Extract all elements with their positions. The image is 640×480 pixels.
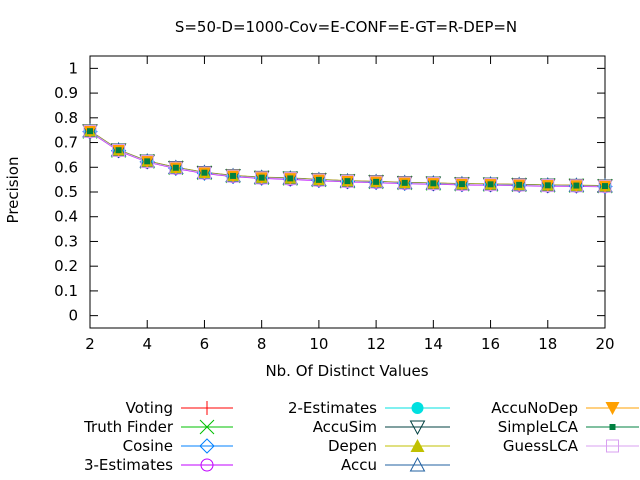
legend-label-accu: Accu: [341, 456, 377, 474]
legend-label-truth-finder: Truth Finder: [83, 418, 174, 436]
data-point-guesslca: [226, 169, 240, 183]
data-point-simplelca: [230, 172, 237, 179]
legend-marker-accusim: [409, 420, 426, 436]
x-tick-label: 4: [142, 335, 152, 353]
y-tick-label: 0.7: [54, 134, 78, 152]
y-axis-label: Precision: [4, 157, 22, 224]
data-point-guesslca: [112, 143, 126, 157]
data-point-guesslca: [369, 175, 383, 189]
y-tick-label: 0.5: [54, 183, 78, 201]
data-point-simplelca: [401, 179, 408, 186]
legend-label-depen: Depen: [328, 437, 377, 455]
legend-label-2-estimates: 2-Estimates: [288, 399, 377, 417]
data-point-guesslca: [169, 161, 183, 175]
x-tick-label: 20: [595, 335, 614, 353]
data-point-guesslca: [341, 174, 354, 188]
data-point-guesslca: [398, 176, 412, 190]
x-tick-label: 8: [257, 335, 267, 353]
data-point-guesslca: [83, 124, 97, 138]
data-point-simplelca: [287, 175, 294, 182]
data-point-guesslca: [140, 155, 154, 169]
legend-marker-guesslca: [606, 439, 619, 453]
legend-marker-3-estimates: [200, 458, 214, 472]
data-point-simplelca: [201, 169, 208, 176]
y-tick-label: 0.2: [54, 257, 78, 275]
legend-marker-simplelca: [609, 424, 616, 430]
y-tick-label: 0.3: [54, 232, 78, 250]
data-point-guesslca: [255, 171, 269, 185]
data-point-simplelca: [344, 178, 351, 185]
legend-marker-voting: [200, 401, 214, 415]
plot-area-frame: [89, 55, 606, 329]
data-point-guesslca: [455, 177, 469, 191]
data-point-simplelca: [458, 181, 465, 188]
data-point-simplelca: [258, 174, 265, 181]
data-point-simplelca: [172, 164, 179, 171]
data-point-simplelca: [430, 180, 437, 187]
legend-label-cosine: Cosine: [123, 437, 173, 455]
data-point-simplelca: [544, 182, 551, 189]
data-point-simplelca: [115, 147, 122, 154]
y-tick-label: 0.6: [54, 158, 78, 176]
x-tick-label: 16: [481, 335, 500, 353]
legend-label-guesslca: GuessLCA: [503, 437, 579, 455]
x-tick-label: 2: [85, 335, 95, 353]
y-tick-label: 0.1: [54, 282, 78, 300]
data-point-simplelca: [602, 183, 608, 190]
chart-title: S=50-D=1000-Cov=E-CONF=E-GT=R-DEP=N: [175, 18, 517, 36]
legend-label-voting: Voting: [126, 399, 173, 417]
y-tick-label: 0.8: [54, 109, 78, 127]
data-point-guesslca: [484, 178, 498, 192]
data-point-simplelca: [315, 176, 322, 183]
data-point-simplelca: [144, 158, 151, 165]
data-point-simplelca: [516, 181, 523, 188]
x-tick-label: 18: [538, 335, 557, 353]
legend-marker-depen: [410, 439, 425, 452]
data-point-guesslca: [541, 179, 555, 193]
series-points-simplelca: [87, 128, 608, 190]
data-point-guesslca: [197, 166, 211, 180]
data-point-simplelca: [573, 182, 580, 189]
data-point-guesslca: [312, 173, 326, 187]
legend-label-accunodep: AccuNoDep: [491, 399, 578, 417]
data-point-guesslca: [512, 178, 526, 192]
x-tick-label: 12: [367, 335, 386, 353]
data-point-guesslca: [426, 177, 440, 191]
legend-marker-cosine: [199, 438, 215, 454]
legend-marker-accu: [409, 456, 426, 472]
x-tick-label: 6: [200, 335, 210, 353]
data-point-simplelca: [487, 181, 494, 188]
x-tick-label: 14: [424, 335, 443, 353]
data-point-guesslca: [569, 179, 583, 193]
legend-label-simplelca: SimpleLCA: [498, 418, 579, 436]
y-tick-label: 0: [68, 307, 78, 325]
legend-label-3-estimates: 3-Estimates: [84, 456, 173, 474]
data-point-guesslca: [598, 179, 612, 193]
data-point-simplelca: [373, 178, 380, 185]
y-tick-label: 0.4: [54, 208, 78, 226]
legend-marker-accunodep: [605, 402, 620, 415]
y-tick-label: 0.9: [54, 84, 78, 102]
legend-marker-truth-finder: [199, 419, 215, 435]
legend-marker-2-estimates: [411, 402, 424, 414]
series-markers: [82, 122, 613, 195]
series-points-guesslca: [83, 124, 612, 193]
legend-label-accusim: AccuSim: [313, 418, 377, 436]
x-axis-label: Nb. Of Distinct Values: [265, 362, 428, 380]
axis-ticks: 00.10.20.30.40.50.60.70.80.912 4 6 8 10 12 14 1…: [54, 56, 615, 353]
y-tick-label: 1: [68, 59, 78, 77]
data-point-simplelca: [87, 128, 93, 135]
x-tick-label: 10: [309, 335, 328, 353]
data-point-guesslca: [283, 172, 297, 186]
